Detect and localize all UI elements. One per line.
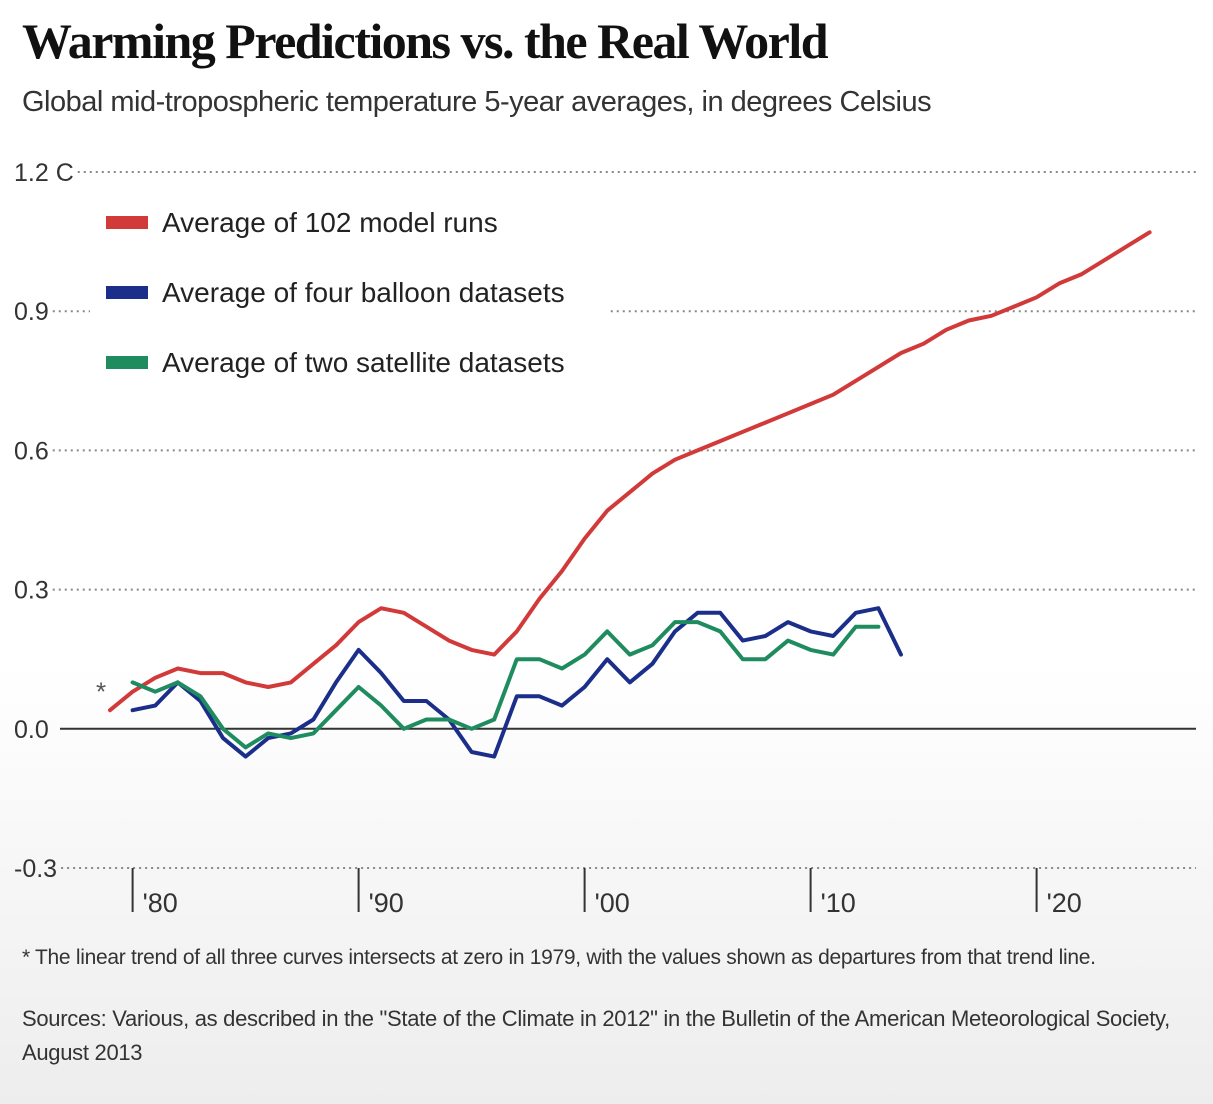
footnote: * The linear trend of all three curves i… bbox=[22, 946, 1096, 969]
legend-label: Average of four balloon datasets bbox=[162, 277, 565, 308]
legend-swatch bbox=[106, 216, 148, 229]
x-tick-label: '80 bbox=[143, 888, 178, 918]
series-line bbox=[130, 620, 881, 750]
x-tick-label: '20 bbox=[1047, 888, 1082, 918]
x-tick-label: '90 bbox=[369, 888, 404, 918]
legend-backdrop bbox=[90, 299, 610, 324]
legend-label: Average of two satellite datasets bbox=[162, 347, 565, 378]
y-tick-label: 0.3 bbox=[14, 577, 49, 605]
legend-swatch bbox=[106, 286, 148, 299]
legend: Average of 102 model runs Average of four… bbox=[106, 207, 565, 378]
gridlines bbox=[52, 171, 1196, 869]
line-chart: 1.2 C 0.9 0.6 0.3 0.0 -0.3 '80 '90 '00 '10 '20 Av… bbox=[14, 159, 1196, 918]
y-tick-label: 0.0 bbox=[14, 716, 49, 744]
y-tick-label: -0.3 bbox=[14, 855, 57, 883]
x-tick-label: '00 bbox=[595, 888, 630, 918]
chart-title: Warming Predictions vs. the Real World bbox=[22, 13, 829, 69]
legend-swatch bbox=[106, 356, 148, 369]
y-tick-label: 1.2 C bbox=[14, 159, 74, 187]
x-tick-label: '10 bbox=[821, 888, 856, 918]
annotations: * bbox=[96, 676, 106, 706]
asterisk-annotation: * bbox=[96, 676, 106, 706]
x-axis: '80 '90 '00 '10 '20 bbox=[131, 868, 1082, 918]
y-tick-label: 0.9 bbox=[14, 298, 49, 326]
series-lines bbox=[108, 230, 1152, 759]
series-line bbox=[108, 230, 1152, 713]
sources-note: Sources: Various, as described in the "S… bbox=[22, 1006, 1170, 1065]
y-tick-label: 0.6 bbox=[14, 437, 49, 465]
legend-label: Average of 102 model runs bbox=[162, 207, 498, 238]
chart-subtitle: Global mid-tropospheric temperature 5-ye… bbox=[22, 86, 932, 118]
y-axis: 1.2 C 0.9 0.6 0.3 0.0 -0.3 bbox=[14, 159, 74, 883]
series-line bbox=[130, 606, 903, 759]
